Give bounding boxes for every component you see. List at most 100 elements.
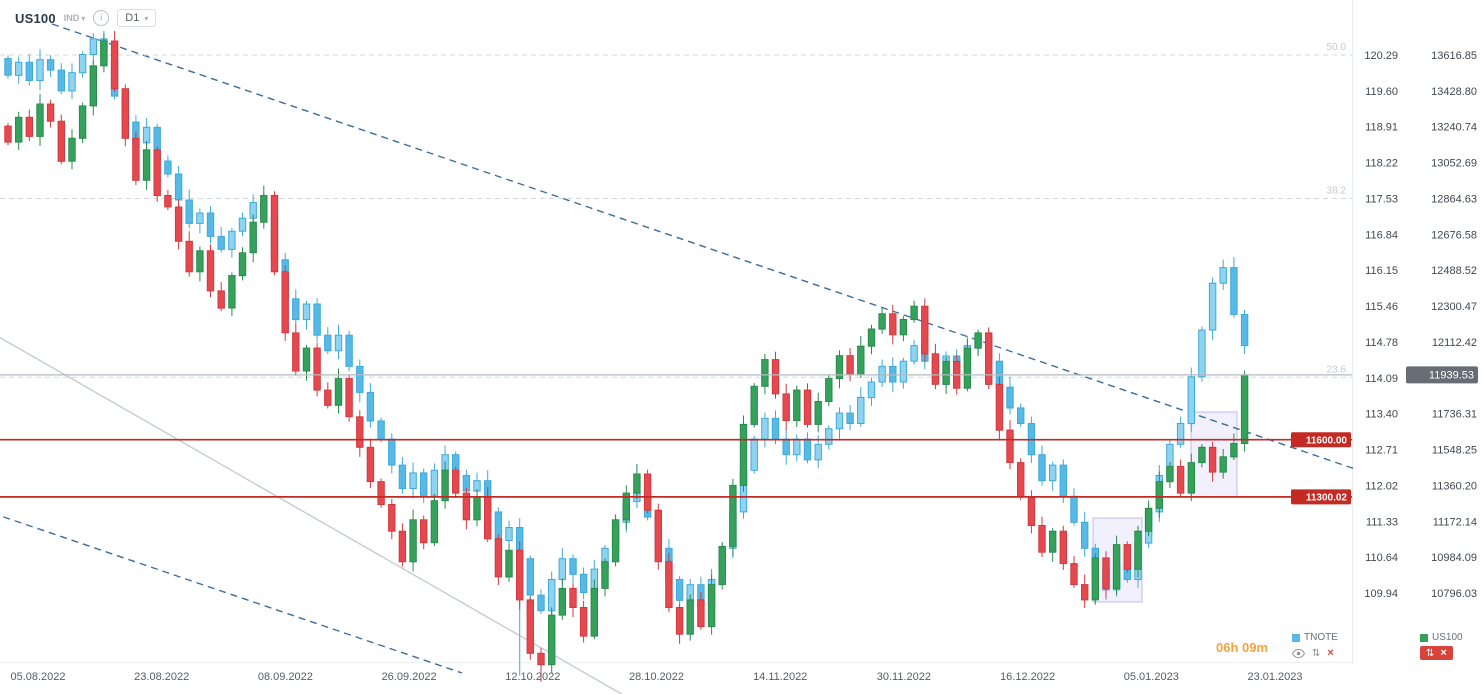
candle (441, 469, 449, 502)
candle (835, 355, 844, 380)
candle (771, 417, 780, 440)
legend-tnote: TNOTE ⇅ × (1292, 632, 1338, 659)
candle (835, 412, 844, 430)
candle (739, 423, 748, 486)
candle (579, 573, 588, 593)
candle (356, 365, 364, 393)
candle (142, 126, 151, 144)
candle (142, 149, 151, 181)
candle (334, 334, 343, 352)
candle (729, 484, 737, 547)
us100-active-pill[interactable]: ⇅ × (1420, 646, 1453, 660)
price-axis[interactable]: 120.29 13616.85 119.60 13428.80 118.91 13240.… (1364, 50, 1477, 600)
candle (78, 105, 87, 139)
us100-axis-tick: 13616.85 (1431, 50, 1477, 62)
sort-updown-icon[interactable]: ⇅ (1312, 647, 1321, 659)
tnote-axis-tick: 114.09 (1365, 373, 1398, 385)
candle (761, 359, 769, 387)
candle (590, 587, 598, 637)
candle (558, 558, 566, 581)
candle (196, 212, 204, 224)
price-alert-badge[interactable] (1291, 432, 1351, 448)
candle (878, 365, 886, 383)
candle (1219, 456, 1227, 473)
tnote-axis-tick: 117.53 (1365, 194, 1398, 206)
candle (1134, 530, 1142, 570)
candle (1240, 313, 1249, 347)
timeframe-label: D1 (125, 12, 140, 24)
legend-tnote-row[interactable]: TNOTE (1292, 632, 1338, 643)
series-us100 (4, 31, 1249, 682)
candle (57, 120, 65, 162)
sort-updown-icon[interactable]: ⇅ (1426, 647, 1435, 659)
timeframe-dropdown[interactable]: D1 ▾ (117, 9, 157, 27)
candle (185, 240, 193, 273)
candle (675, 579, 684, 601)
candle (1070, 563, 1078, 586)
candle (526, 558, 534, 596)
candle (1219, 267, 1227, 284)
candle (1155, 481, 1163, 509)
us100-axis-tick: 11548.25 (1432, 445, 1477, 457)
eye-icon[interactable] (1292, 648, 1305, 658)
candle (345, 378, 353, 418)
price-alert-badge[interactable] (1291, 489, 1351, 505)
candle (238, 252, 247, 277)
candle (324, 389, 332, 406)
candle (771, 359, 780, 395)
candle (46, 103, 55, 122)
candle (1006, 386, 1014, 409)
candle (420, 519, 428, 544)
us100-axis-tick: 11736.31 (1432, 409, 1477, 421)
candle (398, 464, 407, 490)
gray-trendline[interactable] (0, 333, 632, 694)
legend-tnote-actions: ⇅ × (1292, 647, 1338, 659)
candle (302, 347, 311, 372)
candle (1198, 329, 1206, 378)
us100-axis-tick: 12488.52 (1431, 265, 1477, 277)
tnote-axis-tick: 114.78 (1365, 337, 1398, 349)
candle (1166, 465, 1174, 483)
date-label: 14.11.2022 (753, 671, 807, 683)
candle (89, 65, 97, 107)
time-axis[interactable]: 05.08.2022 23.08.2022 08.09.2022 26.09.2022… (10, 671, 1302, 683)
candle (921, 305, 929, 355)
candle (388, 438, 396, 466)
date-label: 28.10.2022 (629, 671, 684, 683)
candle (1208, 446, 1217, 473)
candle (825, 378, 833, 403)
us100-axis-tick: 11172.14 (1433, 516, 1477, 528)
candle (270, 195, 279, 273)
candle (452, 469, 460, 494)
candle (675, 607, 684, 635)
instrument-type-label: IND (63, 13, 80, 23)
fib-level-label: 38.2 (1327, 186, 1347, 197)
close-us100-icon[interactable]: × (1440, 647, 1447, 659)
candle (1017, 462, 1025, 498)
candle (249, 221, 257, 254)
tnote-axis-tick: 113.40 (1365, 409, 1398, 421)
candle (420, 472, 428, 497)
candle (377, 481, 385, 506)
candle (25, 61, 34, 81)
symbol-label[interactable]: US100 (15, 10, 56, 26)
candle (366, 446, 375, 483)
candle (1144, 507, 1153, 532)
candle (622, 492, 630, 521)
instrument-type-dropdown[interactable]: IND ▾ (64, 13, 86, 23)
legend-us100-row[interactable]: US100 (1420, 632, 1463, 643)
channel-trendline[interactable] (51, 23, 1359, 471)
candle (1038, 454, 1046, 482)
candle (899, 360, 908, 383)
info-icon[interactable]: i (93, 10, 110, 26)
price-alert-badge-label: 11600.00 (1306, 435, 1348, 446)
candle (750, 385, 758, 425)
close-tnote-icon[interactable]: × (1327, 647, 1334, 659)
candle (611, 519, 620, 563)
candle (110, 40, 119, 90)
date-label: 23.08.2022 (134, 671, 189, 683)
candle (228, 275, 236, 309)
channel-trendline[interactable] (0, 513, 463, 674)
candle (68, 137, 76, 162)
